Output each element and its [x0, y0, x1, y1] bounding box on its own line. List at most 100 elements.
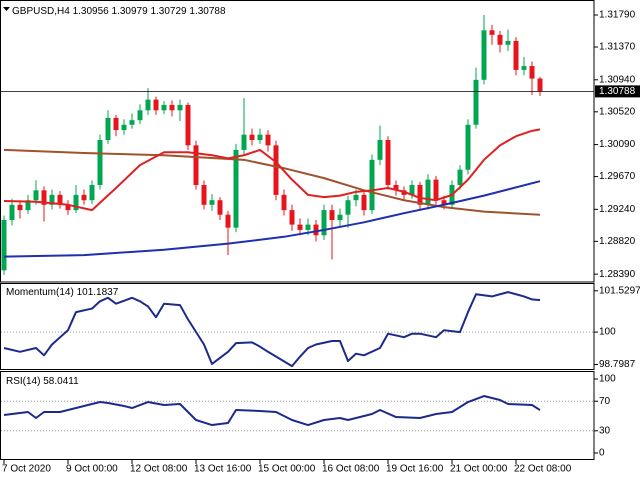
- indicator-line: [3, 128, 541, 212]
- candle-body: [225, 214, 231, 228]
- panel-title: GBPUSD,H4: [12, 6, 70, 17]
- y-tick-label: 30: [599, 425, 611, 436]
- candle-body: [249, 134, 255, 141]
- candle-body: [17, 204, 23, 211]
- panel-header: GBPUSD,H4 1.30956 1.30979 1.30729 1.3078…: [12, 6, 226, 17]
- candle-body: [297, 224, 303, 230]
- candle-body: [489, 30, 495, 35]
- candle-body: [161, 104, 167, 111]
- candle-body: [73, 194, 79, 211]
- candle-body: [41, 190, 47, 205]
- y-tick-label: 101.5297: [599, 285, 640, 296]
- candle-body: [129, 120, 135, 125]
- candle-body: [513, 40, 519, 70]
- candle-body: [473, 79, 479, 125]
- header-value: 1.30729: [150, 6, 187, 17]
- y-tick-label: 70: [599, 396, 611, 407]
- indicator-line: [3, 291, 541, 368]
- y-tick-label: 1.31790: [599, 10, 636, 21]
- candle-body: [369, 159, 375, 211]
- candle-body: [361, 194, 367, 211]
- candle-body: [201, 184, 207, 205]
- candle-body: [145, 99, 151, 111]
- panel-title: RSI(14): [6, 376, 40, 387]
- candle-body: [337, 214, 343, 221]
- candle-body: [345, 200, 351, 215]
- y-tick-label: 1.28820: [599, 236, 636, 247]
- candle-body: [433, 179, 439, 201]
- candle-body: [273, 145, 279, 195]
- candle-body: [177, 104, 183, 111]
- candle-body: [121, 124, 127, 131]
- candle-body: [321, 210, 327, 236]
- candle-body: [209, 200, 215, 205]
- candle-body: [265, 134, 271, 146]
- panel-header: Momentum(14) 101.1837: [6, 287, 119, 298]
- candle-body: [217, 200, 223, 215]
- candle-body: [353, 194, 359, 201]
- candle-body: [233, 149, 239, 228]
- candle-body: [393, 184, 399, 191]
- candle-body: [1, 220, 7, 271]
- candle-body: [425, 179, 431, 205]
- y-tick-label: 1.28390: [599, 269, 636, 280]
- candle-body: [529, 66, 535, 79]
- panel-title: Momentum(14): [6, 287, 74, 298]
- y-tick-label: 1.30090: [599, 139, 636, 150]
- header-value: 101.1837: [77, 287, 119, 298]
- candle-body: [281, 194, 287, 211]
- header-value: 58.0411: [43, 376, 79, 387]
- x-tick-label: 19 Oct 16:00: [386, 464, 444, 475]
- indicator-line: [3, 395, 541, 427]
- y-tick-label: 1.30520: [599, 106, 636, 117]
- candle-body: [257, 134, 263, 141]
- candle-body: [305, 224, 311, 230]
- main-panel-frame: [0, 0, 595, 283]
- x-tick-label: 15 Oct 00:00: [258, 464, 316, 475]
- candle-body: [497, 34, 503, 45]
- candle-body: [241, 134, 247, 150]
- candle-body: [113, 117, 119, 131]
- y-tick-label: 1.31370: [599, 42, 636, 53]
- x-tick-label: 9 Oct 00:00: [66, 464, 118, 475]
- header-value: 1.30979: [112, 6, 149, 17]
- y-tick-label: 1.29670: [599, 171, 636, 182]
- candle-body: [185, 104, 191, 146]
- candle-body: [409, 184, 415, 195]
- x-tick-label: 13 Oct 16:00: [194, 464, 252, 475]
- candle-body: [169, 104, 175, 111]
- y-tick-label: 100: [599, 327, 616, 338]
- candle-body: [65, 204, 71, 211]
- candle-body: [385, 140, 391, 185]
- x-tick-label: 22 Oct 08:00: [514, 464, 572, 475]
- candle-body: [481, 30, 487, 80]
- candle-body: [57, 194, 63, 205]
- candle-body: [81, 194, 87, 201]
- candle-body: [465, 124, 471, 170]
- header-value: 1.30788: [189, 6, 226, 17]
- candle-body: [137, 110, 143, 121]
- candle-body: [457, 169, 463, 185]
- candle-body: [97, 140, 103, 185]
- candle-body: [153, 99, 159, 111]
- indicator-line: [3, 148, 541, 216]
- x-tick-label: 12 Oct 08:00: [130, 464, 188, 475]
- candle-body: [441, 200, 447, 205]
- x-tick-label: 7 Oct 2020: [2, 464, 51, 475]
- candle-body: [105, 117, 111, 141]
- panel-header: RSI(14) 58.0411: [6, 376, 79, 387]
- candle-body: [89, 184, 95, 201]
- momentum-panel-frame: [0, 283, 595, 370]
- candle-body: [537, 78, 543, 92]
- menu-triangle: [3, 7, 10, 11]
- y-tick-label: 1.30940: [599, 74, 636, 85]
- y-tick-label: 100: [599, 374, 616, 385]
- x-tick-label: 16 Oct 08:00: [322, 464, 380, 475]
- candle-body: [33, 190, 39, 201]
- header-value: 1.30956: [73, 6, 110, 17]
- price-label: 1.30788: [599, 86, 636, 97]
- candle-body: [289, 210, 295, 225]
- candle-body: [49, 194, 55, 205]
